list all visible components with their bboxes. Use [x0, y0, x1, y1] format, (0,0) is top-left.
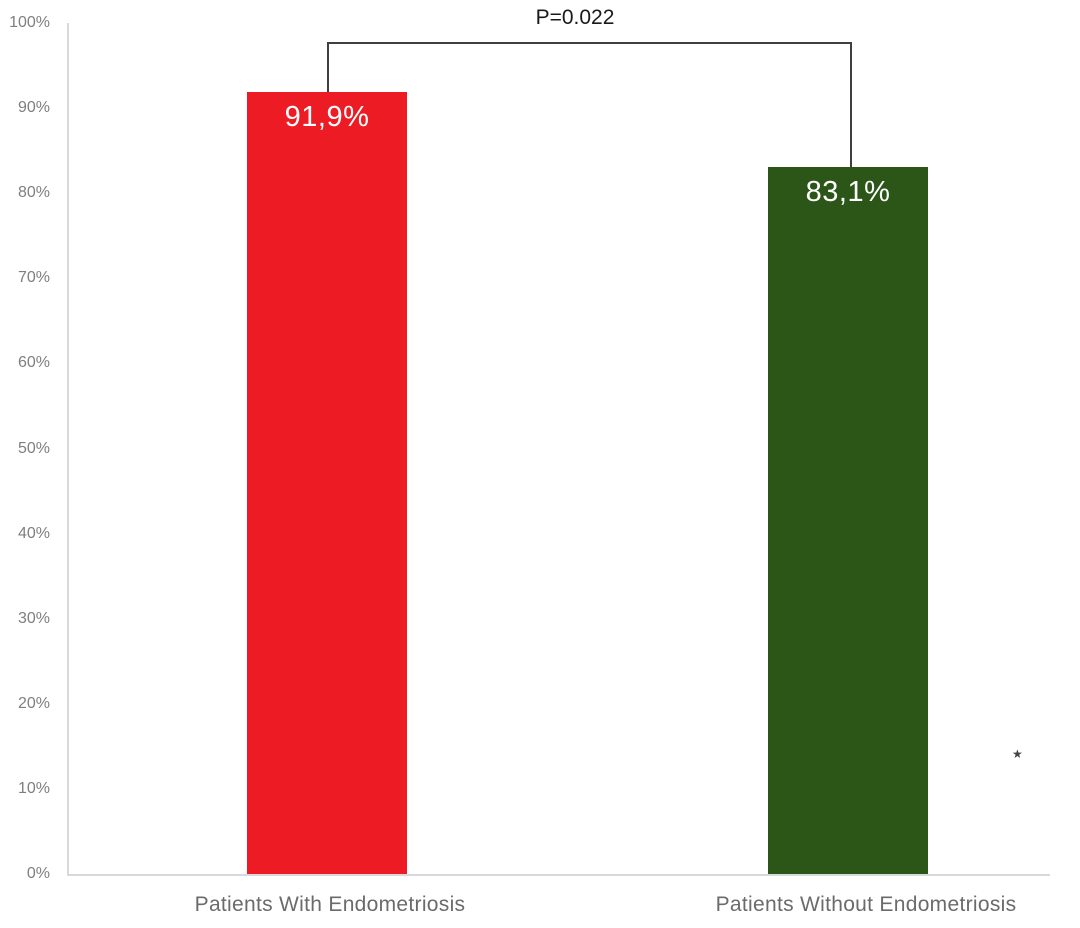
category-label-patients-with-endometriosis: Patients With Endometriosis [194, 893, 466, 916]
y-tick-label-100: 100% [9, 14, 50, 31]
bar-patients-without-endometriosis: 83,1% [768, 166, 928, 874]
y-tick-label-70: 70% [17, 269, 50, 287]
y-tick-label-30: 30% [17, 609, 50, 627]
x-axis-line [67, 874, 1050, 876]
y-tick-label-60: 60% [17, 354, 50, 372]
bracket-left-line [327, 42, 329, 92]
y-tick-label-40: 40% [17, 524, 50, 542]
category-label-patients-without-endometriosis: Patients Without Endometriosis [715, 893, 1017, 916]
bracket-top-line [327, 42, 852, 44]
bracket-right-line [850, 42, 852, 167]
bar-patients-with-endometriosis: 91,9% [247, 91, 407, 874]
y-tick-label-20: 20% [17, 694, 50, 712]
y-tick-label-10: 10% [17, 779, 50, 797]
p-value-label: P=0.022 [535, 6, 615, 29]
star-annotation: ★ [1012, 747, 1023, 761]
y-tick-label-80: 80% [17, 184, 50, 202]
bar-value-label: 91,9% [284, 100, 370, 133]
y-tick-label-50: 50% [17, 439, 50, 457]
y-tick-label-90: 90% [17, 99, 50, 117]
bar-value-label: 83,1% [805, 175, 891, 208]
y-axis-line [67, 23, 69, 874]
y-tick-label-0: 0% [26, 865, 50, 882]
